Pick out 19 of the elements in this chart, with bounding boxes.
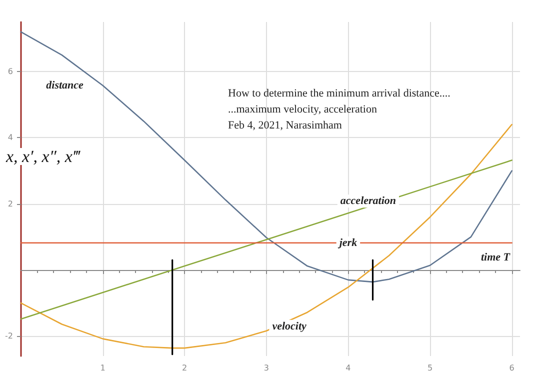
annotation: Feb 4, 2021, Narasimham [228,120,342,132]
annotation: ...maximum velocity, acceleration [228,104,378,116]
x-tick-label: 2 [182,364,188,372]
y-tick-label: 6 [8,67,13,76]
y-tick-label: 4 [8,133,13,142]
x-tick-label: 4 [346,364,351,372]
x-tick-label: 5 [427,364,433,372]
series-label: distance [46,79,84,92]
series-label: acceleration [340,195,396,208]
line-series [20,31,512,283]
x-tick-label: 1 [100,364,106,372]
y-tick-label: -2 [5,332,13,341]
y-axis-title: x, x′, x″, x‴ [5,147,80,166]
series-label: velocity [272,320,307,332]
annotation: How to determine the minimum arrival distance.... [228,88,451,100]
x-tick-label: 3 [264,364,269,372]
x-axis-title: time T [480,252,512,264]
x-tick-label: 6 [509,364,514,372]
y-tick-label: 2 [8,199,13,208]
